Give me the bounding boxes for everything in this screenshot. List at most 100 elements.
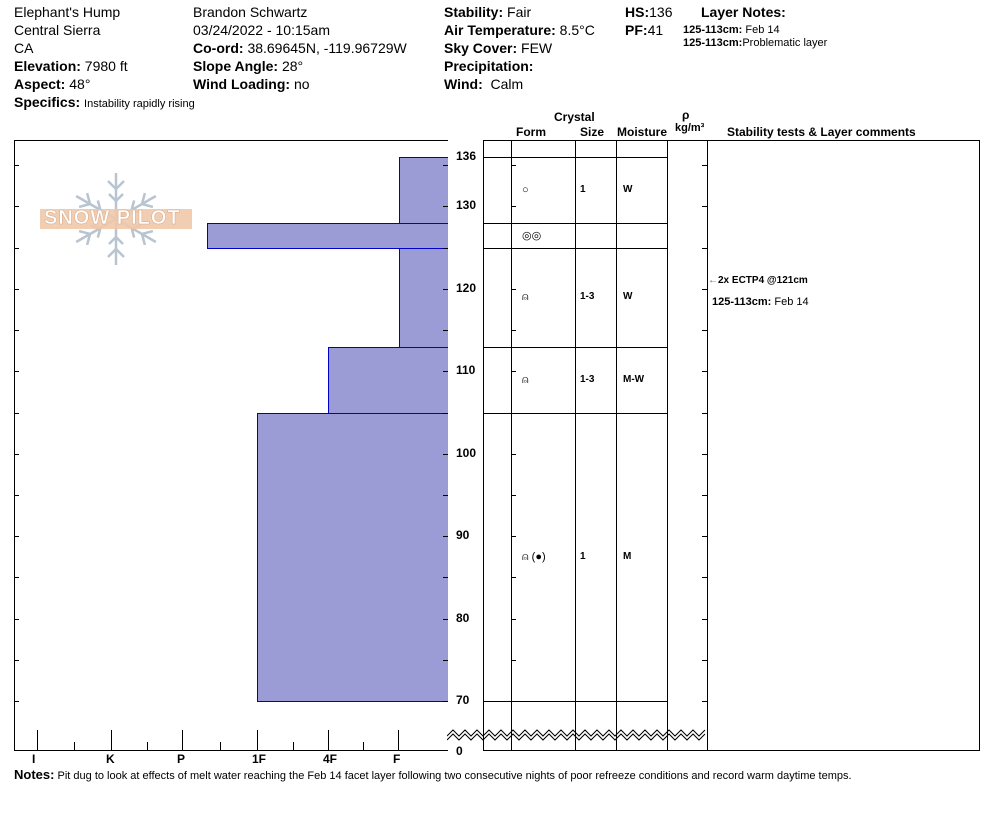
- divider: [511, 140, 512, 751]
- depth-tick: [14, 165, 19, 167]
- depth-tick: [702, 206, 707, 208]
- location: Elephant's Hump: [14, 4, 121, 20]
- elevation: Elevation: 7980 ft: [14, 58, 128, 74]
- depth-tick: [511, 330, 516, 332]
- hardness-bar: [207, 222, 448, 249]
- depth-tick: [443, 701, 448, 702]
- crystal-size: 1: [580, 550, 586, 562]
- stability: Stability: Fair: [444, 4, 532, 20]
- depth-tick: [14, 536, 19, 538]
- state: CA: [14, 40, 34, 56]
- moisture: W: [623, 183, 633, 195]
- depth-tick: [511, 288, 516, 290]
- depth-tick: [702, 577, 707, 579]
- depth-tick: [511, 577, 516, 579]
- hardness-tick: [182, 730, 183, 750]
- depth-tick: [443, 412, 448, 414]
- hardness-tick: [328, 730, 329, 750]
- moisture: M-W: [623, 373, 645, 385]
- layer-boundary: [483, 157, 667, 158]
- coord: Co-ord: 38.69645N, -119.96729W: [193, 40, 407, 56]
- crystal-form-icon: ⍝ (●): [522, 550, 546, 563]
- depth-tick: [511, 494, 516, 496]
- depth-tick: [511, 453, 516, 455]
- depth-tick: [443, 288, 448, 290]
- depth-label: 70: [456, 693, 470, 707]
- crystal-form-icon: ⍝: [522, 373, 529, 386]
- divider: [707, 140, 708, 751]
- hardness-label: P: [177, 752, 186, 766]
- depth-tick: [14, 701, 19, 702]
- depth-tick: [14, 371, 19, 373]
- col-density: kg/m³: [675, 122, 705, 134]
- divider: [575, 140, 576, 751]
- observer: Brandon Schwartz: [193, 4, 308, 20]
- depth-tick: [14, 659, 19, 661]
- depth-tick: [443, 453, 448, 455]
- hardness-label: K: [106, 752, 115, 766]
- layer-boundary: [483, 701, 667, 702]
- wind: Wind: Calm: [444, 76, 524, 92]
- depth-tick: [511, 659, 516, 661]
- layer-notes-label: Layer Notes:: [701, 4, 786, 20]
- depth-tick: [443, 577, 448, 579]
- moisture: W: [623, 291, 633, 303]
- precipitation: Precipitation:: [444, 58, 534, 74]
- snowpilot-logo: SNOW PILOT: [38, 170, 194, 268]
- depth-tick: [443, 494, 448, 496]
- layer-boundary: [483, 247, 667, 249]
- depth-tick: [511, 618, 516, 620]
- depth-tick: [14, 453, 19, 455]
- layer-boundary: [483, 222, 667, 224]
- hardness-tick: [398, 730, 399, 750]
- depth-tick: [443, 618, 448, 620]
- depth-tick: [702, 494, 707, 496]
- depth-tick: [443, 659, 448, 661]
- depth-label: 100: [456, 445, 477, 460]
- depth-tick: [702, 247, 707, 249]
- air-temp: Air Temperature: 8.5°C: [444, 22, 595, 38]
- hardness-label: I: [32, 752, 36, 766]
- depth-tick: [14, 494, 19, 496]
- layer-note: 125-113cm:Problematic layer: [683, 37, 828, 49]
- col-moisture: Moisture: [617, 125, 668, 139]
- depth-tick: [702, 371, 707, 373]
- hardness-tick: [111, 730, 112, 750]
- depth-tick: [14, 577, 19, 579]
- crystal-form-icon: ○: [522, 183, 529, 196]
- depth-tick: [14, 412, 19, 414]
- depth-tick: [14, 247, 19, 249]
- hardness-minor-tick: [219, 742, 221, 750]
- crystal-size: 1-3: [580, 373, 595, 385]
- hardness-bar: [399, 157, 448, 224]
- hardness-bar: [399, 247, 448, 348]
- col-rho: ρ: [682, 108, 690, 122]
- depth-tick: [702, 453, 707, 455]
- depth-tick: [702, 165, 707, 167]
- layer-boundary: [483, 412, 667, 414]
- layer-note: 125-113cm: Feb 14: [683, 24, 780, 36]
- hardness-tick: [257, 730, 258, 750]
- depth-tick: [702, 330, 707, 332]
- divider: [667, 140, 668, 751]
- hardness-profile: [14, 140, 448, 751]
- col-comments: Stability tests & Layer comments: [727, 125, 916, 139]
- depth-label: 90: [456, 528, 470, 543]
- crystal-form-icon: ◎◎: [522, 230, 542, 243]
- depth-tick: [443, 371, 448, 373]
- depth-tick: [14, 206, 19, 208]
- col-crystal: Crystal: [554, 110, 595, 124]
- depth-label: 130: [456, 198, 477, 213]
- col-size: Size: [580, 125, 605, 139]
- hardness-minor-tick: [74, 742, 75, 750]
- depth-label: 120: [456, 280, 477, 295]
- range: Central Sierra: [14, 22, 101, 38]
- crystal-size: 1-3: [580, 291, 595, 303]
- depth-tick: [511, 536, 516, 538]
- slope-angle: Slope Angle: 28°: [193, 58, 304, 74]
- hardness-minor-tick: [292, 742, 294, 750]
- depth-tick: [511, 206, 516, 208]
- depth-tick: [702, 288, 707, 290]
- depth-tick: [14, 618, 19, 620]
- notes: Notes: Pit dug to look at effects of mel…: [14, 767, 852, 782]
